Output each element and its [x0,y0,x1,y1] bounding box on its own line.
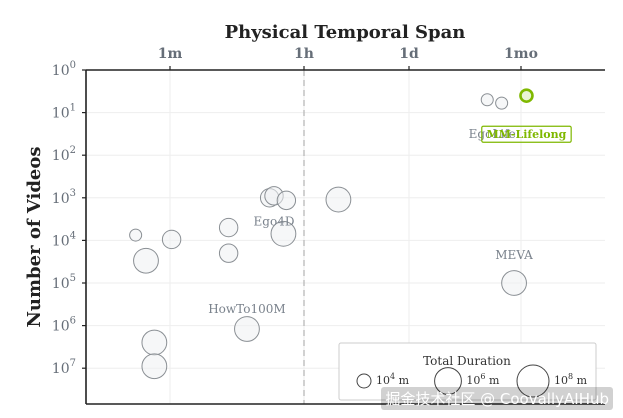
highlight-annotation-label: MM-Lifelong [487,128,567,141]
data-point [501,270,527,296]
x-tick-label: 1m [158,46,183,62]
x-tick-label: 1mo [504,46,538,62]
axes: 1m 1h 1d 1mo 100 101 102 103 104 105 106 107 [52,46,605,405]
legend-entry-label: 106 m [466,372,500,387]
annotation-label: MEVA [495,248,533,262]
watermark: 掘金技术社区 @ CoovallyAIHub [381,387,613,410]
y-tick-label: 105 [52,273,76,292]
legend-swatch [516,364,550,398]
data-point [234,316,260,342]
legend-title: Total Duration [423,354,511,368]
legend: Total Duration 104 m 106 m 108 m [338,342,597,401]
x-tick-label: 1h [294,46,314,62]
y-tick-label: 104 [52,230,76,249]
chart-title: Physical Temporal Span [225,22,466,43]
data-point [161,229,182,250]
data-point [270,220,297,247]
highlight-data-point [519,88,534,103]
y-tick-label: 107 [52,358,76,377]
data-point [480,93,494,107]
y-tick-label: 102 [52,145,76,164]
y-axis-label: Number of Videos [24,146,45,327]
legend-entry-label: 108 m [554,372,588,387]
legend-swatch [356,373,372,389]
legend-swatch [434,367,462,395]
data-point [276,190,297,211]
data-points [129,88,534,380]
annotation-label: EgoLife [469,127,516,141]
highlight-annotation-box [481,125,572,143]
annotations: Ego4D HowTo100M EgoLife MEVA MM-Lifelong [208,125,572,316]
y-tick-label: 100 [52,60,76,79]
data-point [495,96,509,110]
legend-entry-label: 104 m [376,372,410,387]
data-point [218,243,239,263]
y-tick-label: 106 [52,316,76,335]
data-point [141,353,168,380]
data-point [133,247,159,274]
annotation-label: HowTo100M [208,302,285,316]
y-tick-label: 103 [52,188,76,207]
data-point [218,217,239,238]
annotation-label: Ego4D [254,215,295,229]
data-point [129,228,143,242]
data-point [141,329,168,356]
data-point [325,186,352,213]
x-tick-label: 1d [399,46,419,62]
y-tick-label: 101 [52,103,76,122]
